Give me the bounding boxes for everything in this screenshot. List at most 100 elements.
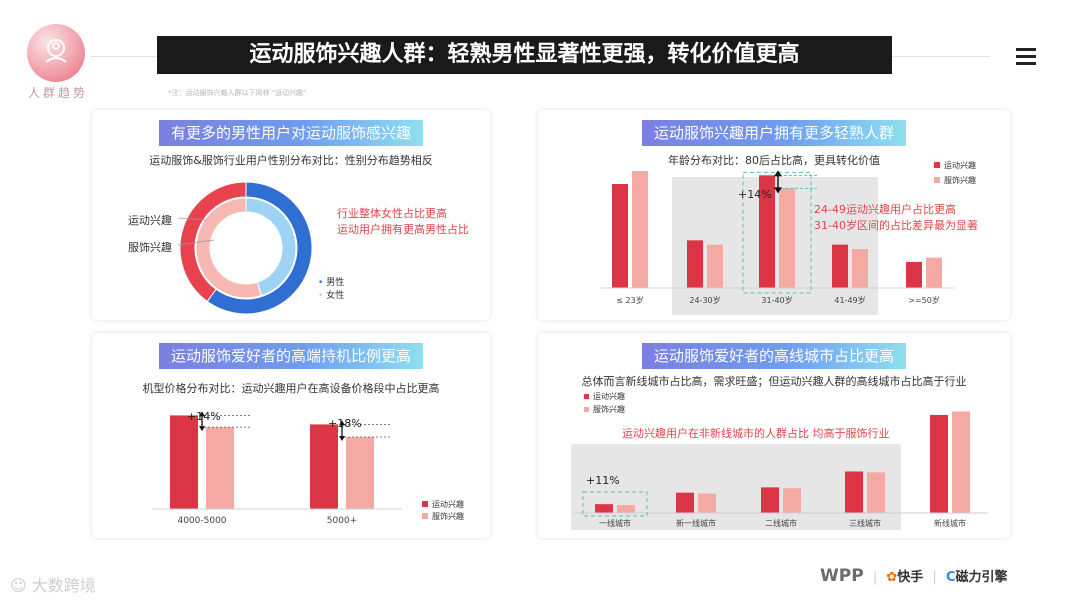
gender-donut-chart <box>177 181 313 315</box>
bar-apparel <box>632 171 648 288</box>
gender-note-line: 行业整体女性占比更高 <box>337 207 447 220</box>
city-panel-title: 运动服饰爱好者的高线城市占比更高 <box>641 343 907 369</box>
kuaishou-logo: 快手 <box>897 570 924 585</box>
gender-note: 行业整体女性占比更高 运动用户拥有更高男性占比 <box>337 206 469 238</box>
device-panel-subtitle: 机型价格分布对比：运动兴趣用户在高设备价格段中占比更高 <box>142 382 440 395</box>
legend-sport: 运动兴趣 <box>422 499 464 511</box>
bar-sport <box>845 471 863 513</box>
bar-apparel <box>952 411 970 513</box>
x-tick-label: 新一线城市 <box>676 518 716 528</box>
device-delta: +18% <box>328 417 362 430</box>
x-tick-label: ≤ 23岁 <box>616 295 643 305</box>
age-note: 24-49运动兴趣用户占比更高 31-40岁区间的占比差异最为显著 <box>814 202 978 234</box>
delta-arrow-head-down <box>774 187 782 194</box>
page-title: 运动服饰兴趣人群：轻熟男性显著性更强，转化价值更高 <box>157 36 892 74</box>
city-note: 运动兴趣用户在非新线城市的人群占比 均高于服饰行业 <box>622 427 890 440</box>
bar-sport <box>759 175 775 288</box>
device-legend: 运动兴趣 服饰兴趣 <box>422 499 464 523</box>
age-panel-title: 运动服饰兴趣用户拥有更多轻熟人群 <box>641 120 907 146</box>
bar-apparel <box>779 188 795 288</box>
bar-apparel <box>852 249 868 288</box>
highlight-dashed-box <box>582 491 648 517</box>
wpp-logo: WPP <box>820 566 864 586</box>
city-panel-subtitle: 总体而言新线城市占比高，需求旺盛；但运动兴趣人群的高线城市占比高于行业 <box>581 375 967 388</box>
donut-slice-outer-female <box>179 181 247 303</box>
x-tick-label: 24-30岁 <box>689 295 720 305</box>
city-delta: +11% <box>586 474 620 487</box>
x-tick-label: 5000+ <box>327 516 357 526</box>
x-tick-label: 三线城市 <box>849 518 881 528</box>
inner-ring-leader-line <box>177 239 215 246</box>
age-panel: 运动服饰兴趣用户拥有更多轻熟人群 年龄分布对比：80后占比高，更具转化价值 ≤ … <box>538 110 1010 320</box>
device-delta: +14% <box>187 410 221 423</box>
x-tick-label: 41-49岁 <box>834 295 865 305</box>
bar-sport <box>930 414 948 513</box>
x-tick-label: >=50岁 <box>908 295 940 305</box>
delta-arrow-head-up <box>199 411 205 417</box>
city-legend: 运动兴趣 服饰兴趣 <box>584 390 625 416</box>
watermark-icon: ☺︎ <box>10 576 32 595</box>
bar-apparel <box>617 505 635 513</box>
device-bar-chart: 4000-5000 5000+ <box>152 411 402 526</box>
donut-slice-inner-female <box>195 197 263 299</box>
age-panel-subtitle: 年龄分布对比：80后占比高，更具转化价值 <box>668 154 880 167</box>
legend-sport: 运动兴趣 <box>584 390 625 403</box>
brand-label: 人群趋势 <box>27 86 88 100</box>
age-legend: 运动兴趣 服饰兴趣 <box>934 158 976 188</box>
user-icon <box>45 39 67 63</box>
bar-apparel <box>206 427 234 509</box>
brand-logo <box>27 24 85 82</box>
footnote: *注：运动服饰兴趣人群以下简称 "运动兴趣" <box>168 89 307 97</box>
x-tick-label: 一线城市 <box>599 518 631 528</box>
city-bar-chart: 一线城市 新一线城市 二线城市 三线城市 新线城市 <box>574 411 988 528</box>
device-panel-title: 运动服饰爱好者的高端持机比例更高 <box>158 343 424 369</box>
gender-panel-subtitle: 运动服饰&服饰行业用户性别分布对比：性别分布趋势相反 <box>149 154 433 167</box>
ring-outer-label: 运动兴趣 <box>128 214 172 227</box>
age-delta: +14% <box>738 188 772 201</box>
x-tick-label: 31-40岁 <box>761 295 792 305</box>
bar-apparel <box>926 257 942 288</box>
bar-sport <box>832 244 848 288</box>
bar-sport <box>310 424 338 509</box>
gender-panel: 有更多的男性用户对运动服饰感兴趣 运动服饰&服饰行业用户性别分布对比：性别分布趋… <box>92 110 490 320</box>
legend-sport: 运动兴趣 <box>934 158 976 173</box>
device-panel: 运动服饰爱好者的高端持机比例更高 机型价格分布对比：运动兴趣用户在高设备价格段中… <box>92 333 490 538</box>
legend-apparel: 服饰兴趣 <box>584 403 625 416</box>
legend-apparel: 服饰兴趣 <box>422 511 464 523</box>
city-panel: 运动服饰爱好者的高线城市占比更高 总体而言新线城市占比高，需求旺盛；但运动兴趣人… <box>538 333 1010 538</box>
bar-apparel <box>698 493 716 513</box>
bar-sport <box>761 487 779 513</box>
delta-arrow-head-down <box>199 426 205 432</box>
cili-icon: C <box>945 570 956 585</box>
bar-sport <box>676 492 694 513</box>
gender-note-line: 运动用户拥有更高男性占比 <box>337 223 469 236</box>
bar-apparel <box>867 472 885 513</box>
hamburger-icon[interactable] <box>1016 48 1036 68</box>
x-tick-label: 新线城市 <box>934 518 966 528</box>
bar-sport <box>687 240 703 288</box>
gender-panel-title: 有更多的男性用户对运动服饰感兴趣 <box>158 120 424 146</box>
kuaishou-icon: ✿ <box>886 570 898 585</box>
bar-sport <box>612 184 628 288</box>
legend-male: • 男性 <box>318 278 345 288</box>
age-note-line: 31-40岁区间的占比差异最为显著 <box>814 219 978 232</box>
legend-female: • 女性 <box>318 291 345 301</box>
age-note-line: 24-49运动兴趣用户占比更高 <box>814 203 956 216</box>
bar-apparel <box>707 244 723 288</box>
outer-ring-leader-line <box>177 217 207 221</box>
legend-apparel: 服饰兴趣 <box>934 173 976 188</box>
bar-sport <box>595 504 613 513</box>
gender-legend: • 男性 • 女性 <box>318 277 344 303</box>
delta-arrow-head-up <box>339 420 345 426</box>
bar-sport <box>170 415 198 509</box>
footer-logos: WPP | ✿快手 | C磁力引擎 <box>820 566 1008 586</box>
ring-inner-label: 服饰兴趣 <box>128 241 172 254</box>
watermark: ☺︎ 大数跨境 <box>10 576 96 595</box>
delta-arrow-head-down <box>339 436 345 441</box>
delta-arrow-head-up <box>774 170 782 177</box>
bar-apparel <box>783 488 801 513</box>
x-tick-label: 二线城市 <box>765 518 797 528</box>
x-tick-label: 4000-5000 <box>177 516 226 526</box>
bar-apparel <box>346 437 374 509</box>
cili-logo: 磁力引擎 <box>955 570 1008 585</box>
